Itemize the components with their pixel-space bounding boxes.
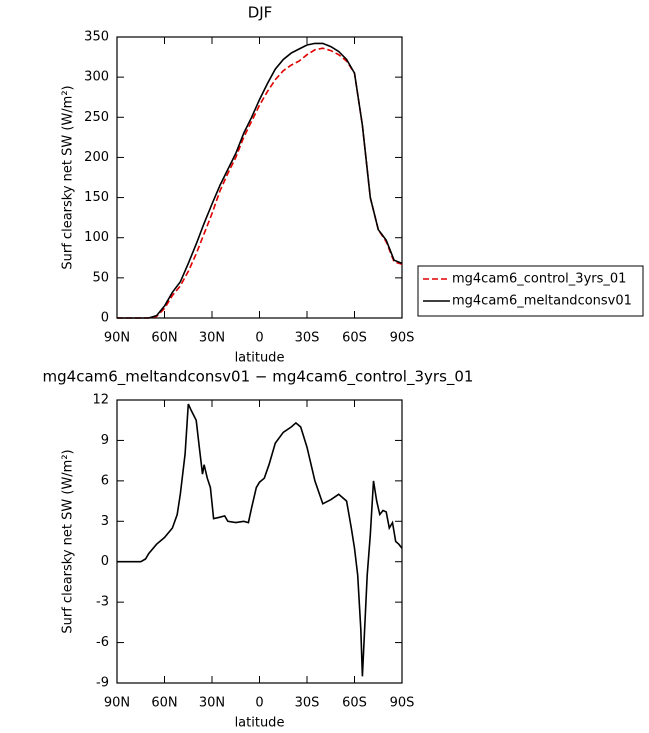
- y-axis-label: Surf clearsky net SW (W/m²): [61, 449, 76, 633]
- legend-box: [417, 265, 644, 317]
- x-tick-label: 0: [255, 696, 263, 711]
- y-tick-label: 300: [84, 70, 109, 85]
- x-tick-label: 60S: [342, 331, 367, 346]
- y-tick-label: 3: [101, 514, 109, 529]
- x-tick-label: 30N: [199, 331, 225, 346]
- series-line: [117, 47, 403, 319]
- x-axis-label: latitude: [235, 716, 285, 731]
- legend-label: mg4cam6_control_3yrs_01: [452, 272, 626, 287]
- x-axis-label: latitude: [235, 351, 285, 366]
- x-tick-label: 60N: [151, 696, 177, 711]
- plot-frame: [116, 399, 403, 684]
- x-tick-label: 60S: [342, 696, 367, 711]
- y-tick-label: 100: [84, 230, 109, 245]
- y-tick-label: 9: [101, 433, 109, 448]
- y-tick-label: 0: [101, 311, 109, 326]
- series-line: [117, 42, 403, 319]
- x-tick-label: 60N: [151, 331, 177, 346]
- y-tick-label: 250: [84, 110, 109, 125]
- plot-frame: [116, 36, 403, 319]
- y-tick-label: 50: [92, 270, 109, 285]
- y-tick-label: -6: [96, 635, 109, 650]
- x-tick-label: 30S: [295, 331, 320, 346]
- chart-title: DJF: [248, 4, 273, 22]
- y-tick-label: 350: [84, 30, 109, 45]
- series-line: [117, 403, 403, 677]
- y-tick-label: 0: [101, 554, 109, 569]
- y-axis-label: Surf clearsky net SW (W/m²): [61, 85, 76, 269]
- x-tick-label: 0: [255, 331, 263, 346]
- y-tick-label: 12: [92, 393, 109, 408]
- chart-title: mg4cam6_meltandconsv01 − mg4cam6_control…: [43, 368, 474, 387]
- x-tick-label: 30N: [199, 696, 225, 711]
- y-tick-label: -3: [96, 595, 109, 610]
- y-tick-label: 200: [84, 150, 109, 165]
- legend-label: mg4cam6_meltandconsv01: [452, 294, 632, 309]
- x-tick-label: 90S: [390, 331, 415, 346]
- y-tick-label: -9: [96, 676, 109, 691]
- x-tick-label: 90N: [104, 331, 130, 346]
- y-tick-label: 150: [84, 190, 109, 205]
- x-tick-label: 90S: [390, 696, 415, 711]
- x-tick-label: 90N: [104, 696, 130, 711]
- x-tick-label: 30S: [295, 696, 320, 711]
- y-tick-label: 6: [101, 473, 109, 488]
